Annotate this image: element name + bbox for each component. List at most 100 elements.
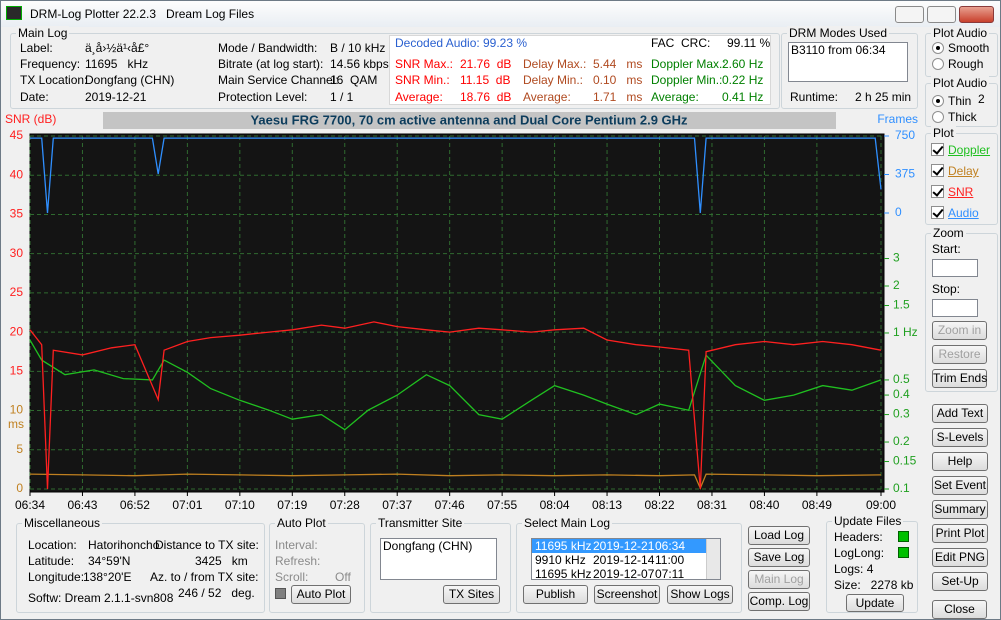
field-value: 2019-12-21: [85, 90, 147, 104]
field-value: 11695 kHz: [85, 57, 149, 71]
list-item: Dongfang (CHN): [383, 539, 473, 553]
chart-title-bar: [103, 112, 836, 129]
field-label: Distance to TX site:: [155, 538, 259, 552]
button[interactable]: Comp. Log: [748, 592, 810, 611]
button[interactable]: Set Event: [932, 476, 988, 495]
button[interactable]: Trim Ends: [932, 369, 987, 388]
list-cell: 9910 kHz: [535, 553, 586, 567]
stat-label: Delay Max.:: [523, 57, 587, 71]
button[interactable]: Zoom in: [932, 321, 987, 340]
y3-tick-label: 750: [895, 128, 915, 142]
x-tick-label: 08:31: [697, 498, 727, 512]
button[interactable]: Add Text: [932, 404, 988, 423]
list-cell: 11695 kHz: [535, 567, 592, 581]
button[interactable]: Publish: [523, 585, 588, 604]
radio-button[interactable]: [932, 111, 944, 123]
button[interactable]: Load Log: [748, 526, 810, 545]
field-label: Az. to / from TX site:: [150, 570, 259, 584]
minimize-button[interactable]: [895, 6, 924, 23]
status-indicator: [898, 547, 909, 558]
group-title: DRM Modes Used: [787, 26, 890, 40]
button[interactable]: Auto Plot: [291, 585, 351, 604]
check-mark: [932, 164, 944, 176]
runtime-value: 2 h 25 min: [855, 90, 912, 104]
field-value: ä¸­å›½ä¹‹å£°: [85, 41, 150, 55]
tx-list: [380, 538, 497, 580]
stat-value: 0.22 Hz: [722, 73, 764, 87]
field-value: 138°20'E: [83, 570, 132, 584]
field-label: Scroll:: [275, 570, 309, 584]
y2-tick-label: 2: [893, 278, 900, 292]
close-window-button[interactable]: [959, 6, 994, 23]
field-label: Label:: [20, 41, 53, 55]
button[interactable]: Print Plot: [932, 524, 988, 543]
stat-value: 99.11 %: [727, 36, 771, 50]
checkbox[interactable]: [931, 143, 944, 156]
series-line: [30, 137, 882, 214]
button[interactable]: Main Log: [748, 570, 810, 589]
y3-tick-label: 375: [895, 167, 915, 181]
field-value: B / 10 kHz: [330, 41, 386, 55]
button[interactable]: Help: [932, 452, 988, 471]
y-tick-label: 45: [10, 128, 24, 142]
y-tick-label: 15: [10, 364, 24, 378]
field-value: 34°59'N: [88, 554, 131, 568]
y2-tick-label: 0.15: [893, 454, 917, 468]
button[interactable]: S-Levels: [932, 428, 988, 447]
button[interactable]: Close: [932, 600, 987, 619]
stat-value: 1.71 ms: [593, 90, 643, 104]
series-line: [29, 473, 882, 490]
list-cell: 2019-12-14: [593, 553, 655, 567]
group-title: Select Main Log: [522, 516, 613, 530]
app-icon: [6, 6, 22, 20]
y2-tick-label: 0.5: [893, 372, 910, 386]
button[interactable]: Edit PNG: [932, 548, 988, 567]
button[interactable]: Screenshot: [594, 585, 660, 604]
stat-label: SNR Max.:: [395, 57, 454, 71]
y-tick-label: 0: [16, 481, 23, 495]
y3-tick-label: 0: [895, 205, 902, 219]
x-tick-label: 06:34: [15, 498, 45, 512]
list-cell: 07:11: [655, 567, 685, 581]
list-cell: 2019-12-07: [593, 567, 655, 581]
y3-axis-label: Frames: [877, 112, 918, 126]
y-tick-label: 30: [10, 246, 24, 260]
radio-dot: [936, 46, 940, 50]
stat-label: SNR Min.:: [395, 73, 450, 87]
y2-tick-label: 3: [893, 251, 900, 265]
legend-entry: Audio: [948, 206, 979, 220]
group-box: [925, 133, 998, 225]
delay-axis-label: ms: [8, 417, 24, 431]
maximize-button[interactable]: [927, 6, 956, 23]
zoom-start-input[interactable]: [932, 259, 978, 277]
button[interactable]: Set-Up: [932, 572, 988, 591]
field-value: 16 QAM: [330, 73, 378, 87]
zoom-stop-input[interactable]: [932, 299, 978, 317]
list-cell: 06:34: [655, 539, 686, 553]
button[interactable]: Summary: [932, 500, 988, 519]
x-tick-label: 07:19: [277, 498, 307, 512]
button[interactable]: Save Log: [748, 548, 810, 567]
zoom-label: Stop:: [932, 282, 961, 296]
checkbox[interactable]: [931, 164, 944, 177]
field-label: Interval:: [275, 538, 318, 552]
group-title: Update Files: [832, 514, 904, 528]
radio-button[interactable]: [932, 95, 944, 107]
button[interactable]: Restore: [932, 345, 987, 364]
radio-button[interactable]: [932, 42, 944, 54]
y2-tick-label: 1.5: [893, 298, 910, 312]
x-tick-label: 08:40: [749, 498, 779, 512]
button[interactable]: Show Logs: [667, 585, 733, 604]
group-box: [10, 33, 780, 109]
stat-label: Average:: [523, 90, 571, 104]
checkbox[interactable]: [931, 206, 944, 219]
series-line: [29, 321, 882, 490]
field-label: Main Service Channel:: [218, 73, 339, 87]
stat-label: Average:: [651, 90, 699, 104]
checkbox[interactable]: [931, 185, 944, 198]
radio-button[interactable]: [932, 58, 944, 70]
button[interactable]: Update: [846, 594, 904, 612]
button[interactable]: TX Sites: [443, 585, 500, 604]
stat-label: Doppler Max.:: [651, 57, 726, 71]
x-tick-label: 07:01: [172, 498, 202, 512]
